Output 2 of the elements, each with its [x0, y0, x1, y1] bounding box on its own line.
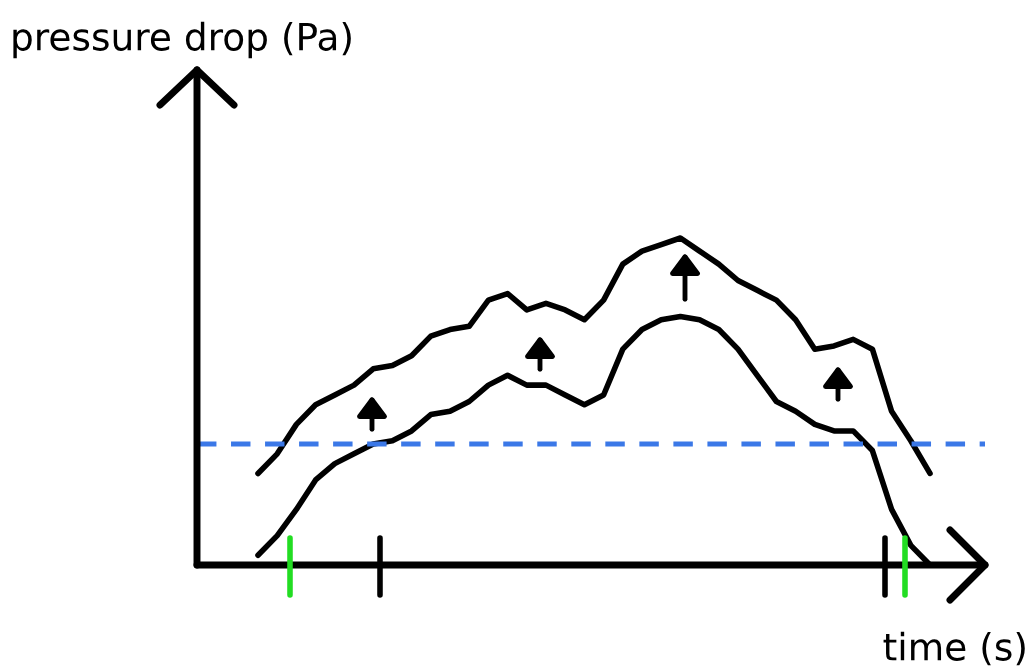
x-axis-title: time (s): [883, 631, 1025, 666]
y-axis-title: pressure drop (Pa): [13, 21, 351, 59]
